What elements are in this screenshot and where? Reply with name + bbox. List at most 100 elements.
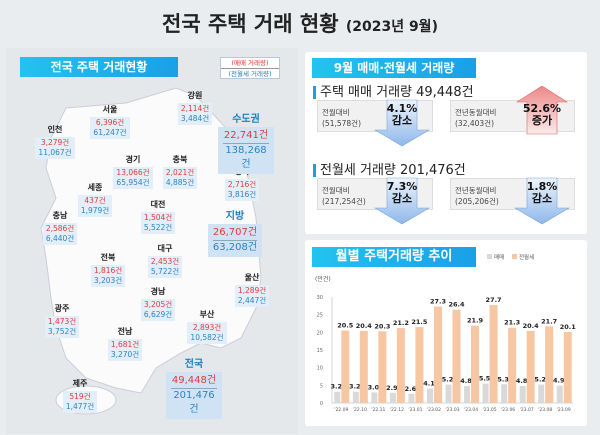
- data-label: 27.7: [486, 296, 502, 304]
- rent-count: 1,979건: [80, 206, 110, 215]
- data-label: 2.6: [405, 385, 417, 393]
- data-label: 5.2: [534, 376, 546, 384]
- region-values: 2,453건 5,722건: [147, 256, 183, 278]
- bar-rent: [471, 325, 480, 403]
- region-values: 1,816건 3,203건: [90, 265, 126, 287]
- sale-heading: 주택 매매 거래량 49,448건: [313, 86, 474, 99]
- region-1[interactable]: 서울 6,396건 61,247건: [90, 104, 130, 139]
- region-values: 6,396건 61,247건: [90, 117, 130, 139]
- legend-label: 매매: [494, 253, 504, 261]
- data-label: 5.5: [479, 375, 491, 383]
- total-0[interactable]: 수도권 22,741건 138,268건: [218, 110, 274, 174]
- region-values: 2,716건 3,816건: [224, 179, 260, 201]
- bar-rent: [489, 305, 498, 403]
- x-tick-label: '23.02: [427, 407, 441, 413]
- sale-count: 2,893건: [192, 323, 222, 332]
- x-tick-label: '22.10: [353, 407, 367, 413]
- data-label: 20.1: [560, 323, 577, 331]
- rent-count: 1,477건: [65, 402, 95, 411]
- bar-sale: [482, 383, 489, 403]
- y-tick-label: 25: [317, 313, 323, 319]
- total-values: 22,741건 138,268건: [218, 127, 274, 174]
- rent-count: 6,440건: [45, 234, 75, 243]
- bar-rent: [359, 330, 368, 403]
- region-values: 2,114건 3,484건: [177, 103, 213, 125]
- data-label: 27.3: [430, 298, 446, 306]
- total-2[interactable]: 전국 49,448건 201,476건: [166, 355, 222, 419]
- bar-sale: [501, 384, 508, 403]
- bar-rent: [563, 331, 572, 403]
- sale-count: 1,816건: [93, 266, 123, 275]
- arrow-down-icon: [373, 177, 431, 225]
- total-1[interactable]: 지방 26,707건 63,208건: [207, 207, 263, 257]
- sale-change-1: 52.6% 증가: [522, 102, 562, 127]
- sale-count: 49,448건: [171, 374, 217, 389]
- bar-sale: [389, 392, 396, 403]
- x-tick-label: '23.07: [520, 407, 534, 413]
- bar-sale: [445, 384, 452, 403]
- sale-count: 1,473건: [47, 317, 77, 326]
- x-tick-label: '22.12: [390, 407, 404, 413]
- region-values: 1,504건 5,522건: [140, 212, 176, 234]
- region-16[interactable]: 제주 519건 1,477건: [60, 378, 100, 413]
- region-8[interactable]: 충남 2,586건 6,440건: [40, 210, 80, 245]
- chart-panel: 월별 주택거래량 추이 (만건) 0 5 10 15 20 25 30 3.2 20.5 '22.0…: [305, 240, 587, 426]
- rent-change-0: 7.3% 감소: [386, 180, 418, 205]
- data-label: 21.2: [393, 319, 409, 327]
- arrow-down-icon: [373, 99, 431, 147]
- region-3[interactable]: 경기 13,066건 65,954건: [113, 154, 153, 189]
- region-name: 전남: [117, 327, 133, 336]
- sale-count: 1,681건: [110, 340, 140, 349]
- rent-count: 61,247건: [93, 128, 127, 137]
- region-name: 제주: [72, 379, 88, 388]
- region-name: 부산: [199, 310, 215, 319]
- region-9[interactable]: 대구 2,453건 5,722건: [145, 243, 185, 278]
- region-6[interactable]: 세종 437건 1,979건: [75, 182, 115, 217]
- x-tick-label: '23.04: [464, 407, 478, 413]
- rent-heading: 전월세 거래량 201,476건: [313, 164, 466, 177]
- data-label: 26.4: [448, 301, 465, 309]
- region-11[interactable]: 울산 1,289건 2,447건: [232, 272, 272, 307]
- y-tick-label: 10: [317, 366, 323, 372]
- region-7[interactable]: 대전 1,504건 5,522건: [138, 199, 178, 234]
- data-label: 2.9: [386, 384, 398, 392]
- data-label: 4.9: [553, 377, 565, 385]
- region-14[interactable]: 부산 2,893건 10,582건: [187, 309, 227, 344]
- summary-header: 9월 매매·전월세 거래량: [312, 58, 476, 78]
- legend-box: (매매 거래량) (전월세 거래량): [220, 57, 280, 79]
- data-label: 20.4: [356, 322, 373, 330]
- arrow-up-icon: [515, 86, 569, 135]
- rent-count: 6,629건: [143, 310, 173, 319]
- data-label: 4.8: [516, 377, 528, 385]
- summary-panel: 9월 매매·전월세 거래량 주택 매매 거래량 49,448건 전월세 거래량 …: [305, 52, 587, 234]
- region-0[interactable]: 인천 3,279건 11,067건: [35, 124, 75, 159]
- region-10[interactable]: 전북 1,816건 3,203건: [88, 252, 128, 287]
- bar-sale: [538, 384, 545, 403]
- sale-count: 13,066건: [116, 168, 150, 177]
- region-values: 1,473건 3,752건: [44, 316, 80, 338]
- y-tick-label: 15: [317, 348, 323, 354]
- y-axis-label: (만건): [315, 275, 331, 283]
- region-values: 2,021건 4,885건: [162, 167, 198, 189]
- legend-swatch: [512, 254, 517, 259]
- region-values: 1,681건 3,270건: [107, 339, 143, 361]
- data-label: 20.5: [337, 322, 354, 330]
- bar-sale: [371, 392, 378, 403]
- sale-count: 2,021건: [165, 168, 195, 177]
- region-13[interactable]: 광주 1,473건 3,752건: [42, 303, 82, 338]
- region-name: 울산: [244, 273, 260, 282]
- bar-rent: [452, 309, 461, 403]
- region-15[interactable]: 전남 1,681건 3,270건: [105, 326, 145, 361]
- rent-count: 138,268건: [225, 145, 267, 170]
- rent-count: 11,067건: [38, 148, 72, 157]
- region-4[interactable]: 충북 2,021건 4,885건: [160, 154, 200, 189]
- bar-sale: [352, 391, 359, 403]
- region-12[interactable]: 경남 3,205건 6,629건: [138, 286, 178, 321]
- region-values: 2,893건 10,582건: [187, 322, 227, 344]
- region-name: 대구: [157, 244, 173, 253]
- region-values: 2,586건 6,440건: [42, 223, 78, 245]
- region-2[interactable]: 강원 2,114건 3,484건: [175, 90, 215, 125]
- region-values: 1,289건 2,447건: [234, 285, 270, 307]
- sale-count: 26,707건: [212, 226, 258, 241]
- rent-count: 2,447건: [237, 296, 267, 305]
